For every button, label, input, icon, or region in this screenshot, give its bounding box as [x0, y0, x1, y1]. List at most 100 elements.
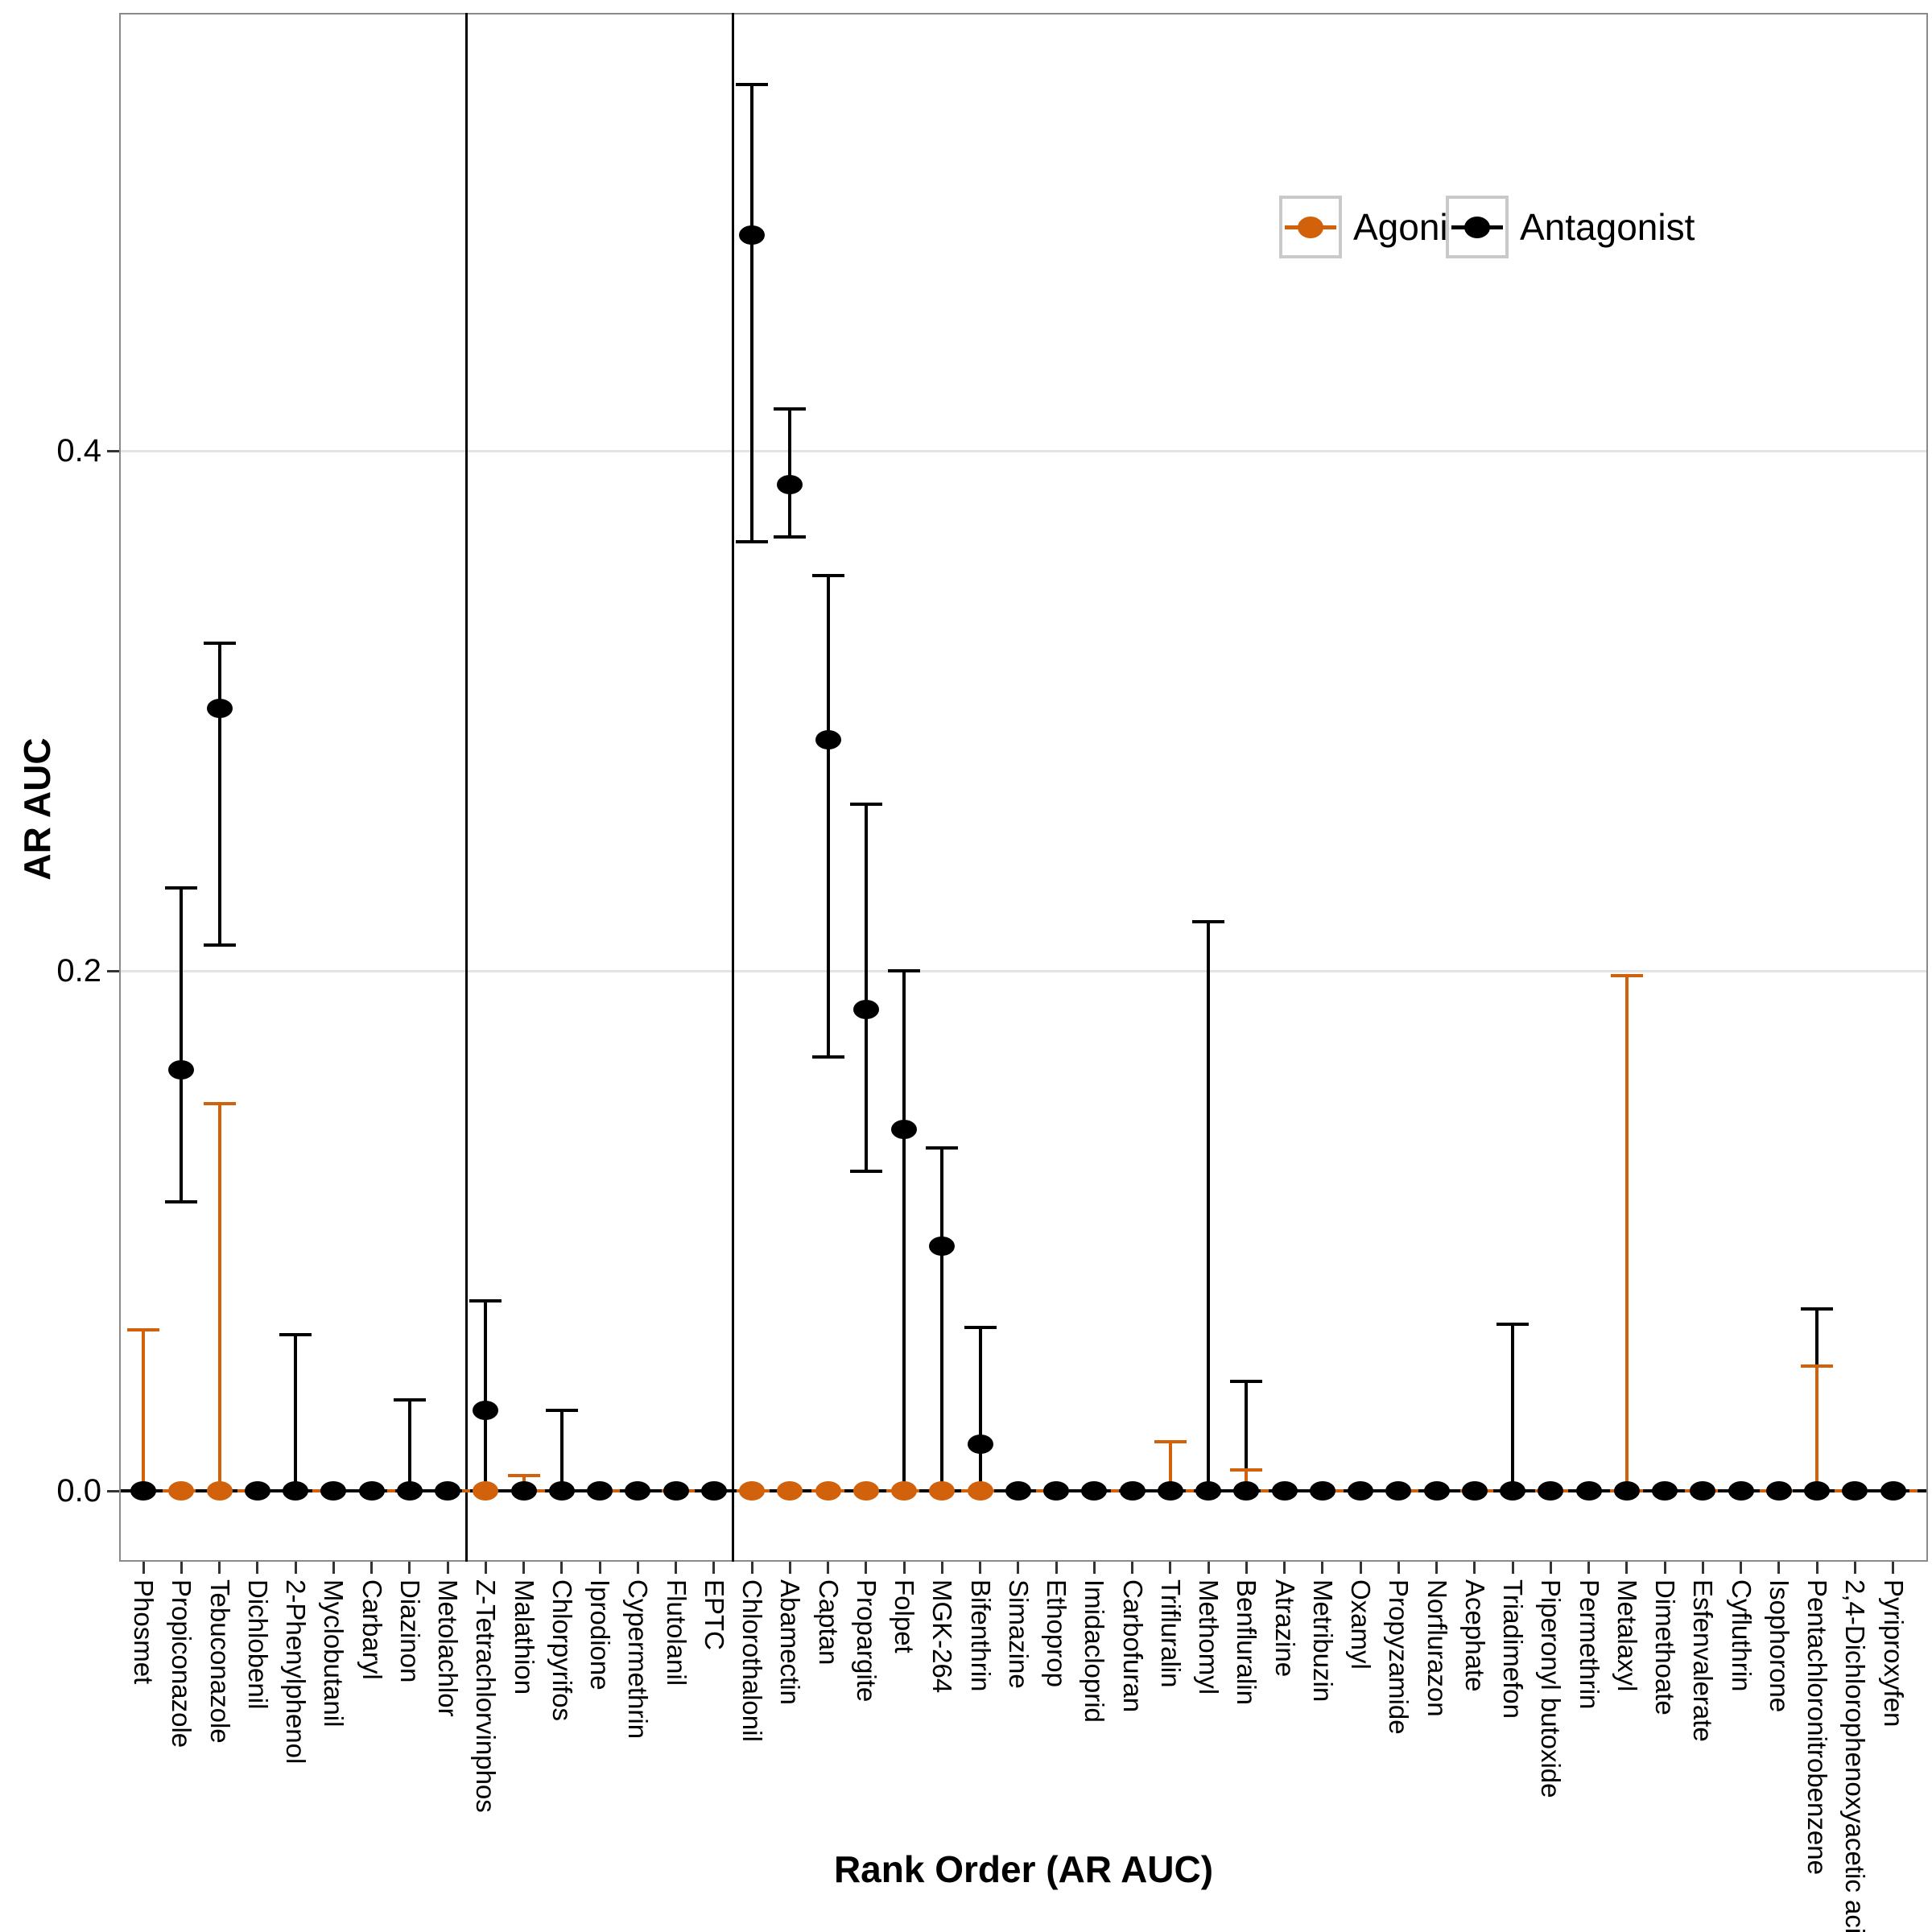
x-axis-tick	[598, 1562, 601, 1574]
x-tick-label: Cypermethrin	[623, 1579, 654, 1740]
antagonist-error-cap-upper	[964, 1325, 997, 1329]
x-tick-label: Esfenvalerate	[1688, 1579, 1719, 1742]
x-tick-label: Dichlobenil	[242, 1579, 273, 1710]
antagonist-error-cap-upper	[203, 642, 236, 646]
antagonist-data-point	[1309, 1481, 1335, 1501]
x-tick-label: Bifenthrin	[965, 1579, 996, 1692]
agonist-data-point	[852, 1481, 879, 1501]
x-axis-tick	[1359, 1562, 1362, 1574]
antagonist-data-point	[1271, 1481, 1298, 1501]
x-axis-tick	[1777, 1562, 1781, 1574]
x-axis-tick	[1131, 1562, 1133, 1574]
x-axis-tick	[180, 1562, 183, 1574]
antagonist-data-point	[891, 1120, 917, 1140]
x-tick-label: Metolachlor	[433, 1579, 463, 1717]
x-axis-tick	[1055, 1562, 1058, 1574]
x-tick-label: Myclobutanil	[319, 1579, 349, 1728]
group-divider	[731, 13, 734, 1562]
x-tick-label: Acephate	[1459, 1579, 1490, 1692]
antagonist-data-point	[1652, 1481, 1678, 1501]
antagonist-data-point	[1423, 1481, 1450, 1501]
legend-dot-agonist-icon	[1298, 217, 1323, 238]
x-axis-tick	[1473, 1562, 1476, 1574]
antagonist-error-cap-upper	[1496, 1323, 1529, 1327]
x-axis-tick	[1701, 1562, 1704, 1574]
x-tick-label: Pyriproxyfen	[1878, 1579, 1909, 1728]
x-axis-tick	[750, 1562, 753, 1574]
x-tick-label: Trifluralin	[1155, 1579, 1186, 1688]
x-tick-label: Propyzamide	[1384, 1579, 1414, 1735]
x-tick-label: Metribuzin	[1307, 1579, 1338, 1703]
x-tick-label: EPTC	[699, 1579, 729, 1651]
x-tick-label: Simazine	[1003, 1579, 1034, 1689]
x-axis-tick	[940, 1562, 943, 1574]
antagonist-data-point	[130, 1481, 156, 1501]
x-tick-label: Chlorothalonil	[737, 1579, 767, 1742]
antagonist-error-cap-upper	[774, 407, 807, 411]
x-axis-tick	[1740, 1562, 1742, 1574]
y-tick-label: 0.0	[56, 1473, 101, 1509]
antagonist-error-cap-lower	[736, 540, 768, 544]
x-axis-tick	[1435, 1562, 1438, 1574]
x-axis-tick	[294, 1562, 297, 1574]
legend-key-antagonist	[1446, 196, 1509, 258]
antagonist-data-point	[358, 1481, 385, 1501]
x-tick-label: Pentachloronitrobenzene	[1802, 1579, 1832, 1875]
antagonist-error-cap-upper	[165, 886, 198, 890]
antagonist-data-point	[1043, 1481, 1069, 1501]
x-tick-label: Norflurazon	[1422, 1579, 1452, 1717]
antagonist-error-cap-upper	[1230, 1380, 1263, 1384]
x-tick-label: Folpet	[890, 1579, 919, 1653]
x-axis-tick	[865, 1562, 868, 1574]
antagonist-data-point	[283, 1481, 308, 1501]
x-axis-tick	[446, 1562, 449, 1574]
antagonist-error-cap-upper	[736, 82, 768, 86]
antagonist-error-stem	[940, 1147, 944, 1491]
antagonist-data-point	[548, 1481, 575, 1501]
antagonist-data-point	[168, 1059, 195, 1080]
x-axis-tick	[484, 1562, 487, 1574]
x-axis-tick	[979, 1562, 981, 1574]
antagonist-data-point	[852, 1000, 879, 1020]
x-tick-label: Flutolanil	[661, 1579, 691, 1686]
x-tick-label: Methomyl	[1194, 1579, 1224, 1695]
x-tick-label: Atrazine	[1269, 1579, 1300, 1678]
antagonist-error-cap-upper	[888, 969, 920, 972]
x-tick-label: Piperonyl butoxide	[1536, 1579, 1567, 1798]
x-tick-label: Metalaxyl	[1612, 1579, 1642, 1692]
group-divider	[465, 13, 469, 1562]
x-axis-tick	[522, 1562, 525, 1574]
antagonist-error-stem	[407, 1399, 411, 1491]
antagonist-error-cap-lower	[774, 535, 807, 539]
x-tick-label: Ethoprop	[1042, 1579, 1071, 1687]
antagonist-data-point	[1804, 1481, 1830, 1501]
antagonist-error-stem	[826, 576, 830, 1057]
y-axis-title: AR AUC	[16, 737, 58, 881]
x-axis-tick	[1853, 1562, 1856, 1574]
antagonist-data-point	[1385, 1481, 1412, 1501]
antagonist-error-cap-upper	[1192, 919, 1224, 923]
antagonist-data-point	[1233, 1481, 1260, 1501]
y-gridline	[121, 450, 1926, 452]
agonist-data-point	[967, 1481, 993, 1501]
antagonist-data-point	[1500, 1481, 1525, 1501]
x-tick-label: Abamectin	[775, 1579, 806, 1705]
x-tick-label: Captan	[813, 1579, 844, 1666]
legend-dot-antagonist-icon	[1464, 217, 1490, 238]
agonist-data-point	[929, 1481, 956, 1501]
antagonist-data-point	[700, 1481, 727, 1501]
antagonist-data-point	[1728, 1481, 1754, 1501]
x-axis-tick	[142, 1562, 145, 1574]
x-tick-label: Oxamyl	[1346, 1579, 1376, 1670]
x-tick-label: Carbaryl	[357, 1579, 387, 1680]
agonist-data-point	[473, 1481, 499, 1501]
agonist-error-cap-upper	[1610, 974, 1643, 978]
antagonist-error-cap-upper	[1801, 1307, 1833, 1311]
antagonist-data-point	[1157, 1481, 1183, 1501]
y-tick-label: 0.2	[56, 953, 101, 989]
antagonist-error-stem	[294, 1335, 297, 1491]
agonist-error-stem	[1815, 1365, 1818, 1491]
agonist-error-stem	[142, 1329, 145, 1491]
x-axis-tick	[332, 1562, 335, 1574]
